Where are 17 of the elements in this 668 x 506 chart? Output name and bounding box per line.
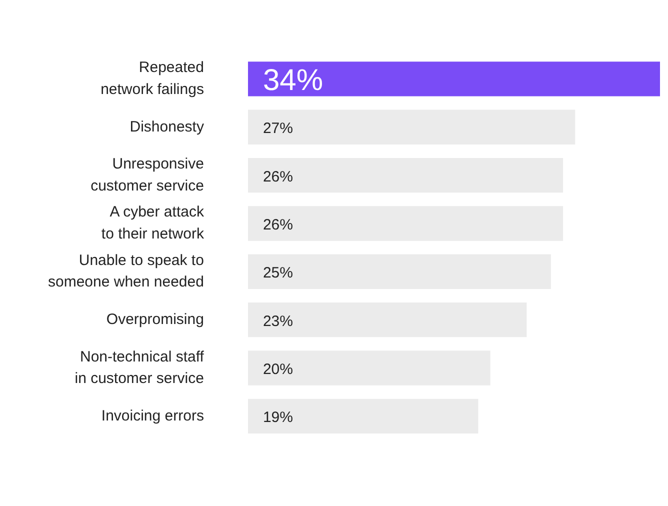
data-label: 34% [262,64,323,97]
data-label: 23% [262,312,293,330]
data-label: 26% [262,168,293,186]
data-label: 25% [262,264,293,282]
y-tick-label: Unable to speak to someone when needed [48,252,204,291]
y-tick-label: A cyber attack to their network [101,204,204,242]
data-label: 26% [262,216,293,234]
y-tick-label: Non-technical staff in customer service [74,348,205,388]
data-label: 20% [262,360,293,378]
y-tick-label: Unresponsive customer service [90,156,204,194]
y-tick-label: Dishonesty [130,118,204,136]
data-label: 19% [262,409,293,426]
data-label: 27% [262,120,293,138]
y-tick-label: Overpromising [106,310,204,328]
y-tick-label: Repeated network failings [100,59,204,98]
y-tick-label: Invoicing errors [101,407,204,424]
bar [248,62,660,96]
